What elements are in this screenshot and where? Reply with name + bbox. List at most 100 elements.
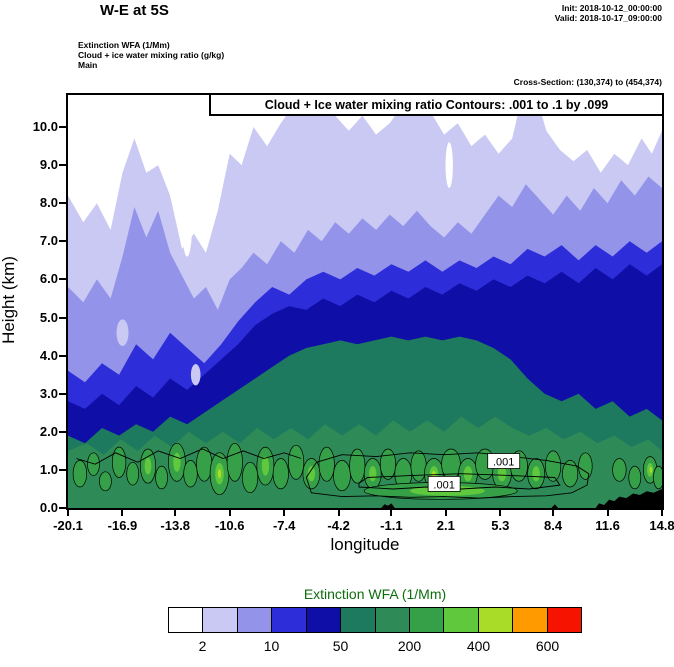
colorbar-label: 2 bbox=[198, 638, 207, 654]
x-tick-mark bbox=[228, 510, 231, 516]
cloud-blob bbox=[190, 364, 201, 386]
cloud-blob bbox=[72, 460, 88, 488]
cloud-blob bbox=[99, 471, 112, 492]
cross-section-info: Cross-Section: (130,374) to (454,374) bbox=[513, 77, 662, 87]
x-tick-label: -16.9 bbox=[107, 518, 138, 533]
x-tick-label: -20.1 bbox=[53, 518, 83, 533]
x-tick-mark bbox=[121, 510, 124, 516]
y-tick-label: 4.0 bbox=[39, 347, 58, 363]
cloud-blob bbox=[173, 452, 181, 472]
colorbar-cell bbox=[272, 608, 307, 632]
contour-label-box bbox=[487, 453, 521, 469]
y-tick-label: 9.0 bbox=[39, 157, 58, 173]
cloud-blob bbox=[144, 457, 152, 475]
x-tick-label: -7.4 bbox=[272, 518, 296, 533]
y-tick-label: 7.0 bbox=[39, 233, 58, 249]
y-tick-label: 8.0 bbox=[39, 195, 58, 211]
x-tick-label: -10.6 bbox=[214, 518, 245, 533]
x-tick-label: 2.1 bbox=[436, 518, 455, 533]
x-tick-mark bbox=[661, 510, 663, 516]
x-tick-label: -13.8 bbox=[160, 518, 191, 533]
x-tick-label: -1.1 bbox=[380, 518, 403, 533]
field-cloud-ice-label: Cloud + ice water mixing ratio (g/kg) bbox=[78, 50, 225, 60]
cloud-blob bbox=[649, 466, 653, 473]
colorbar-cell bbox=[169, 608, 204, 632]
colorbar-label: 50 bbox=[332, 638, 349, 654]
cloud-blob bbox=[445, 142, 453, 188]
y-tick-mark bbox=[59, 126, 66, 128]
cloud-blob bbox=[562, 460, 579, 488]
cloud-blob bbox=[333, 460, 351, 492]
x-tick-label: 8.4 bbox=[544, 518, 563, 533]
y-tick-label: 6.0 bbox=[39, 271, 58, 287]
cloud-blob bbox=[532, 466, 540, 482]
y-tick-label: 10.0 bbox=[32, 119, 58, 134]
y-tick-label: 5.0 bbox=[39, 309, 58, 325]
cloud-blob bbox=[288, 444, 305, 480]
x-axis-label: longitude bbox=[330, 535, 400, 554]
y-tick-mark bbox=[59, 164, 66, 167]
run-times: Init: 2018-10-12_00:00:00 Valid: 2018-10… bbox=[555, 3, 662, 23]
y-tick-mark bbox=[59, 430, 66, 433]
cloud-blob bbox=[653, 465, 662, 490]
y-axis-label: Height (km) bbox=[0, 255, 19, 344]
cloud-blob bbox=[497, 466, 507, 482]
y-tick-mark bbox=[59, 202, 66, 205]
x-tick-mark bbox=[606, 510, 609, 516]
x-tick-mark bbox=[390, 510, 393, 516]
colorbar-cell bbox=[513, 608, 548, 632]
x-tick-label: -4.2 bbox=[327, 518, 350, 533]
y-tick-mark bbox=[59, 507, 66, 509]
x-tick-mark bbox=[499, 510, 502, 516]
y-tick-mark bbox=[59, 316, 66, 319]
x-tick-mark bbox=[444, 510, 447, 516]
colorbar-title: Extinction WFA (1/Mm) bbox=[303, 586, 447, 602]
y-tick-label: 1.0 bbox=[39, 461, 58, 477]
cross-section-plot: .001 .001 bbox=[66, 93, 664, 510]
cloud-blob bbox=[379, 448, 397, 480]
cloud-blob bbox=[226, 442, 243, 482]
y-tick-mark bbox=[59, 468, 66, 471]
colorbar-cell bbox=[237, 608, 273, 632]
colorbar-cell bbox=[478, 608, 514, 632]
mixing-ratio-contour-line bbox=[76, 448, 302, 465]
y-tick-mark bbox=[59, 240, 66, 243]
y-tick-label: 3.0 bbox=[39, 385, 58, 401]
y-tick-label: 0.0 bbox=[39, 500, 58, 515]
y-tick-mark bbox=[59, 354, 66, 357]
colorbar-label: 200 bbox=[397, 638, 422, 654]
field-extinction-label: Extinction WFA (1/Mm) bbox=[78, 40, 170, 50]
colorbar-cell bbox=[306, 608, 342, 632]
colorbar-cell bbox=[341, 608, 376, 632]
cloud-blob bbox=[307, 466, 316, 482]
cloud-blob bbox=[111, 446, 127, 478]
cloud-blob bbox=[87, 452, 100, 476]
contour-plot-canvas: .001 .001 bbox=[68, 95, 662, 508]
x-tick-label: 5.3 bbox=[491, 518, 510, 533]
colorbar-cell bbox=[547, 608, 582, 632]
cloud-blob bbox=[183, 460, 198, 488]
mixing-ratio-contour-line bbox=[305, 452, 590, 499]
cloud-blob bbox=[272, 458, 289, 490]
init-timestamp: Init: 2018-10-12_00:00:00 bbox=[561, 3, 662, 13]
x-tick-mark bbox=[283, 510, 286, 516]
valid-timestamp: Valid: 2018-10-17_09:00:00 bbox=[554, 13, 662, 23]
y-tick-label: 2.0 bbox=[39, 423, 58, 439]
cloud-blob bbox=[182, 188, 193, 257]
colorbar-cell bbox=[444, 608, 479, 632]
x-tick-label: 11.6 bbox=[595, 518, 620, 533]
cloud-blob bbox=[155, 465, 168, 490]
colorbar-cell bbox=[203, 608, 238, 632]
cloud-blob bbox=[612, 458, 627, 482]
x-tick-mark bbox=[337, 510, 340, 516]
cloud-blob bbox=[578, 452, 593, 480]
colorbar-label: 10 bbox=[263, 638, 280, 654]
colorbar-label: 600 bbox=[535, 638, 560, 654]
colorbar-label: 400 bbox=[466, 638, 491, 654]
cloud-blob bbox=[116, 319, 129, 346]
colorbar bbox=[168, 607, 582, 633]
figure-title: W-E at 5S bbox=[100, 2, 169, 19]
terrain-silhouette bbox=[381, 503, 395, 508]
x-tick-mark bbox=[67, 510, 69, 516]
cloud-blob bbox=[217, 469, 222, 479]
